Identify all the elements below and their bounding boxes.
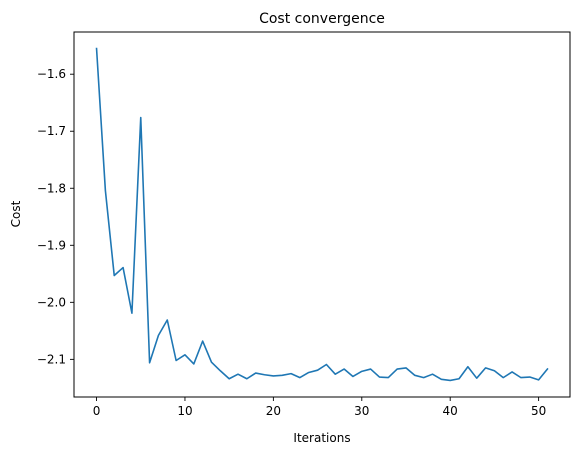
y-tick-label: −2.0 xyxy=(37,295,66,309)
y-tick-label: −1.7 xyxy=(37,124,66,138)
plot-frame xyxy=(73,31,571,398)
x-tick-label: 20 xyxy=(266,404,281,418)
x-tick-label: 10 xyxy=(177,404,192,418)
plot-area: 0 10 20 30 40 50 −1.6 −1.7 −1.8 −1.9 −2.0 −2.1 xyxy=(37,47,549,418)
x-tick-label: 0 xyxy=(93,404,101,418)
x-tick-label: 50 xyxy=(531,404,546,418)
chart-title: Cost convergence xyxy=(259,11,385,27)
y-tick-label: −1.9 xyxy=(37,238,66,252)
x-tick-label: 40 xyxy=(443,404,458,418)
cost-series-line xyxy=(95,47,549,382)
x-tick-label: 30 xyxy=(354,404,369,418)
y-tick-label: −2.1 xyxy=(37,352,66,366)
y-tick-label: −1.8 xyxy=(37,181,66,195)
x-axis-label: Iterations xyxy=(293,431,350,445)
y-axis-label: Cost xyxy=(9,200,23,227)
y-tick-label: −1.6 xyxy=(37,67,66,81)
